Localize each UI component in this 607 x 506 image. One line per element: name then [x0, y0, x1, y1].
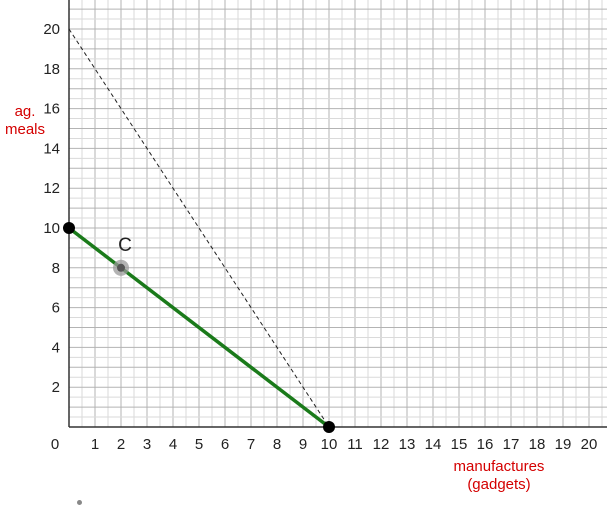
dashed-line [68, 28, 330, 428]
x-axis-label: manufactures (gadgets) [453, 458, 545, 493]
series-lines [67, 28, 331, 429]
y-tick-label: 18 [43, 61, 60, 78]
y-tick-label: 14 [43, 140, 60, 157]
solid-line [67, 226, 331, 429]
x-tick-label: 1 [91, 436, 99, 453]
x-tick-label: 9 [299, 436, 307, 453]
x-tick-label: 17 [503, 436, 520, 453]
x-tick-label: 18 [529, 436, 546, 453]
x-tick-label: 12 [373, 436, 390, 453]
x-tick-label: 7 [247, 436, 255, 453]
x-tick-label: 13 [399, 436, 416, 453]
x-tick-label: 6 [221, 436, 229, 453]
point-c-label: C [118, 235, 132, 256]
point-c-marker [117, 263, 125, 272]
y-tick-label: 4 [52, 339, 60, 356]
y-tick-label: 2 [52, 379, 60, 396]
x-tick-label: 2 [117, 436, 125, 453]
data-point [323, 421, 335, 433]
x-tick-label: 5 [195, 436, 203, 453]
stray-dot [77, 500, 82, 505]
data-point [63, 222, 75, 234]
x-tick-labels: 0 1 2 3 4 5 6 7 8 9 10 11 12 13 14 15 16 17 18 19 20 [51, 436, 598, 453]
y-tick-label: 12 [43, 180, 60, 197]
y-tick-label: 8 [52, 260, 60, 277]
x-tick-label: 20 [581, 436, 598, 453]
x-tick-label: 8 [273, 436, 281, 453]
y-tick-label: 10 [43, 220, 60, 237]
x-tick-label: 11 [347, 436, 363, 453]
x-tick-label: 3 [143, 436, 151, 453]
y-tick-label: 6 [52, 300, 60, 317]
x-tick-label: 15 [451, 436, 468, 453]
data-points [63, 222, 335, 433]
x-tick-label: 10 [321, 436, 338, 453]
y-tick-label: 16 [43, 101, 60, 118]
y-tick-labels: 2 4 6 8 10 12 14 16 18 20 [43, 21, 60, 396]
y-tick-label: 20 [43, 21, 60, 38]
axes [68, 0, 607, 428]
x-tick-label: 14 [425, 436, 442, 453]
x-tick-label: 0 [51, 436, 59, 453]
x-tick-label: 16 [477, 436, 494, 453]
annotations: C [113, 235, 132, 276]
x-tick-label: 4 [169, 436, 177, 453]
x-tick-label: 19 [555, 436, 572, 453]
y-axis-label: ag. meals [4, 103, 45, 138]
grid [69, 0, 607, 427]
